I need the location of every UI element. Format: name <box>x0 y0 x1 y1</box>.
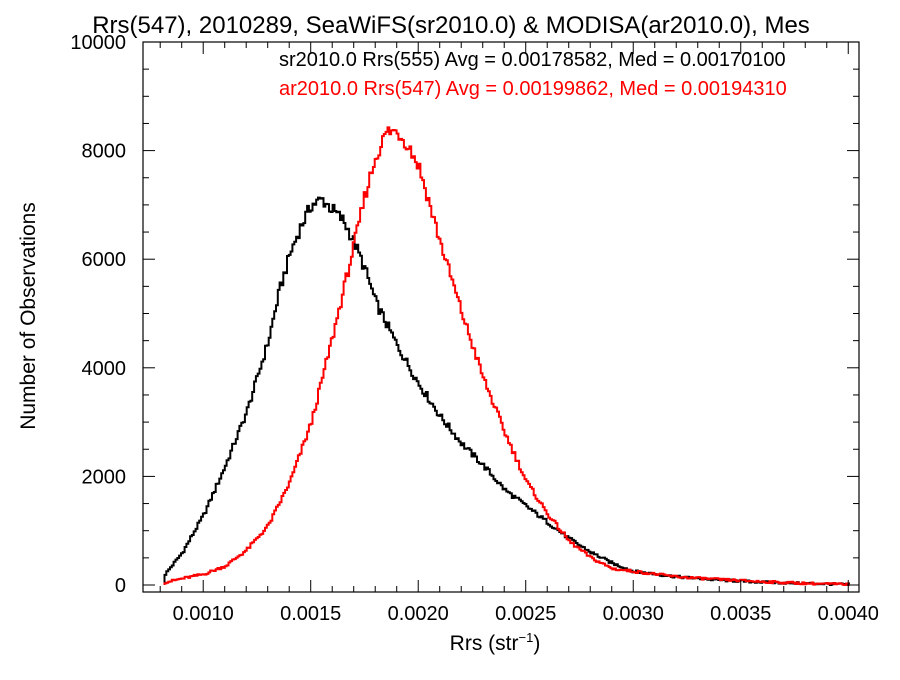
x-tick-label: 0.0015 <box>280 603 341 625</box>
y-tick-label: 0 <box>115 575 126 597</box>
plot-frame <box>142 41 860 593</box>
series-line-ar2010 <box>163 126 850 586</box>
series-line-sr2010 <box>163 196 850 586</box>
legend-entry-black: sr2010.0 Rrs(555) Avg = 0.00178582, Med … <box>279 49 786 71</box>
chart-title: Rrs(547), 2010289, SeaWiFS(sr2010.0) & M… <box>92 12 810 39</box>
y-tick-label: 2000 <box>82 466 127 488</box>
x-tick-label: 0.0040 <box>818 603 879 625</box>
x-tick-label: 0.0010 <box>173 603 234 625</box>
legend-entry-red: ar2010.0 Rrs(547) Avg = 0.00199862, Med … <box>279 78 787 100</box>
axes-layer: 0.0010 0.0015 0.0020 0.0025 0.0030 0.0035 0.00… <box>70 32 878 625</box>
x-tick-label: 0.0020 <box>388 603 449 625</box>
x-axis-title: Rrs (str−1) <box>450 630 541 655</box>
y-tick-label: 10000 <box>70 32 126 54</box>
x-tick-label: 0.0030 <box>603 603 664 625</box>
y-tick-label: 4000 <box>82 358 127 380</box>
y-tick-label: 6000 <box>82 249 127 271</box>
y-tick-label: 8000 <box>82 141 127 163</box>
x-axis-title-superscript: −1 <box>519 630 534 645</box>
y-axis-title: Number of Observations <box>17 202 40 430</box>
x-tick-label: 0.0035 <box>710 603 771 625</box>
x-axis-title-main: Rrs (str <box>450 632 519 655</box>
series-layer <box>163 126 850 586</box>
labels-layer: Rrs(547), 2010289, SeaWiFS(sr2010.0) & M… <box>17 12 810 655</box>
x-axis-title-suffix: ) <box>533 632 540 655</box>
x-tick-label: 0.0025 <box>495 603 556 625</box>
